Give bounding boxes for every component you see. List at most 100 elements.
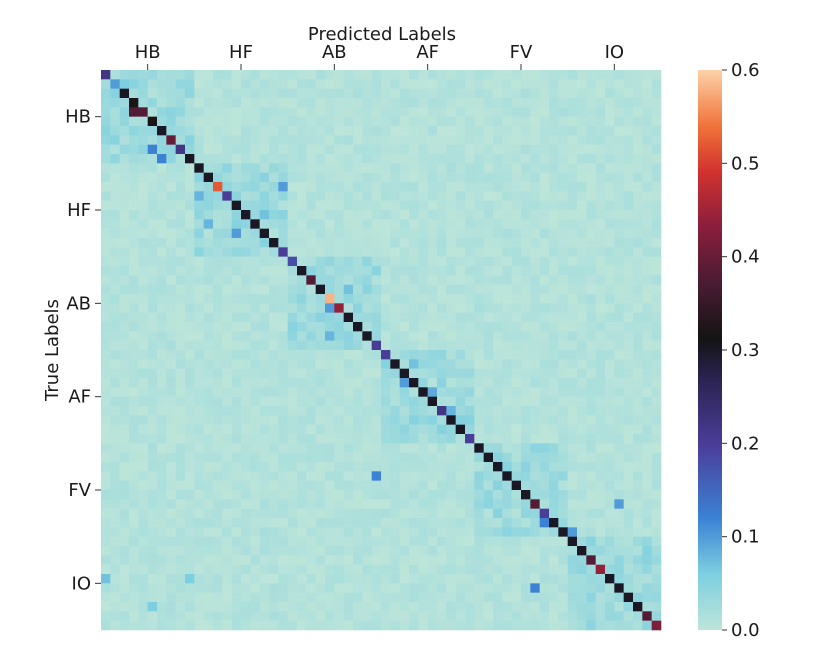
heatmap-cell: [586, 322, 596, 332]
heatmap-cell: [558, 340, 568, 351]
heatmap-cell: [110, 471, 120, 481]
heatmap-cell: [222, 191, 232, 201]
heatmap-cell: [577, 443, 587, 453]
heatmap-cell: [586, 443, 596, 453]
heatmap-cell: [586, 303, 596, 313]
heatmap-cell: [175, 256, 186, 267]
heatmap-cell: [175, 452, 186, 463]
heatmap-cell: [269, 210, 279, 220]
heatmap-cell: [390, 527, 400, 537]
heatmap-cell: [343, 546, 354, 556]
heatmap-cell: [147, 331, 158, 341]
heatmap-cell: [521, 88, 531, 99]
heatmap-cell: [483, 536, 494, 547]
heatmap-cell: [605, 368, 615, 379]
heatmap-cell: [455, 191, 466, 201]
heatmap-cell: [465, 163, 475, 173]
heatmap-cell: [455, 135, 466, 145]
heatmap-cell: [577, 434, 587, 444]
heatmap-cell: [231, 406, 242, 416]
heatmap-cell: [315, 462, 326, 472]
heatmap-cell: [287, 574, 298, 584]
heatmap-cell: [175, 238, 186, 248]
heatmap-cell: [493, 462, 503, 472]
heatmap-cell: [437, 340, 447, 351]
heatmap-cell: [110, 284, 120, 295]
heatmap-cell: [455, 303, 466, 313]
heatmap-cell: [446, 480, 456, 491]
heatmap-cell: [269, 322, 279, 332]
heatmap-cell: [399, 434, 410, 444]
heatmap-cell: [511, 247, 522, 257]
heatmap-cell: [567, 312, 578, 323]
heatmap-cell: [539, 163, 550, 173]
heatmap-cell: [558, 200, 568, 211]
heatmap-cell: [446, 602, 456, 612]
heatmap-cell: [651, 396, 662, 407]
heatmap-cell: [567, 564, 578, 575]
heatmap-cell: [633, 98, 643, 108]
heatmap-cell: [437, 350, 447, 360]
heatmap-cell: [577, 406, 587, 416]
heatmap-cell: [203, 499, 214, 509]
heatmap-cell: [157, 107, 167, 117]
heatmap-cell: [474, 583, 484, 593]
heatmap-cell: [623, 387, 634, 397]
heatmap-cell: [119, 284, 130, 295]
heatmap-cell: [353, 583, 363, 593]
heatmap-cell: [194, 415, 204, 425]
heatmap-cell: [455, 508, 466, 519]
heatmap-cell: [418, 527, 428, 537]
heatmap-cell: [623, 592, 634, 603]
heatmap-cell: [213, 359, 223, 369]
heatmap-cell: [409, 98, 419, 108]
heatmap-cell: [465, 546, 475, 556]
heatmap-cell: [651, 340, 662, 351]
heatmap-cell: [614, 135, 624, 145]
heatmap-cell: [119, 322, 130, 332]
heatmap-cell: [418, 396, 428, 407]
heatmap-cell: [427, 200, 438, 211]
heatmap-cell: [129, 144, 139, 155]
heatmap-cell: [633, 536, 643, 547]
heatmap-cell: [250, 592, 260, 603]
heatmap-cell: [623, 210, 634, 220]
heatmap-cell: [409, 574, 419, 584]
heatmap-cell: [446, 499, 456, 509]
heatmap-cell: [577, 163, 587, 173]
heatmap-cell: [381, 191, 391, 201]
heatmap-cell: [642, 219, 652, 229]
heatmap-cell: [325, 574, 335, 584]
heatmap-cell: [595, 172, 606, 183]
heatmap-cell: [399, 219, 410, 229]
heatmap-cell: [399, 126, 410, 136]
heatmap-cell: [194, 98, 204, 108]
heatmap-cell: [129, 508, 139, 519]
heatmap-cell: [651, 284, 662, 295]
heatmap-cell: [502, 443, 512, 453]
heatmap-cell: [418, 583, 428, 593]
heatmap-cell: [521, 527, 531, 537]
heatmap-cell: [586, 546, 596, 556]
heatmap-cell: [138, 256, 148, 267]
heatmap-cell: [521, 546, 531, 556]
heatmap-cell: [446, 368, 456, 379]
heatmap-cell: [399, 210, 410, 220]
heatmap-cell: [521, 312, 531, 323]
heatmap-cell: [633, 574, 643, 584]
heatmap-cell: [558, 219, 568, 229]
heatmap-cell: [101, 340, 111, 351]
heatmap-cell: [334, 238, 344, 248]
heatmap-cell: [315, 228, 326, 239]
heatmap-cell: [194, 508, 204, 519]
heatmap-cell: [595, 210, 606, 220]
heatmap-cell: [567, 602, 578, 612]
heatmap-cell: [409, 126, 419, 136]
heatmap-cell: [465, 70, 475, 80]
heatmap-cell: [353, 275, 363, 285]
heatmap-cell: [567, 583, 578, 593]
heatmap-cell: [241, 200, 251, 211]
heatmap-cell: [203, 508, 214, 519]
heatmap-cell: [138, 424, 148, 435]
heatmap-cell: [231, 499, 242, 509]
